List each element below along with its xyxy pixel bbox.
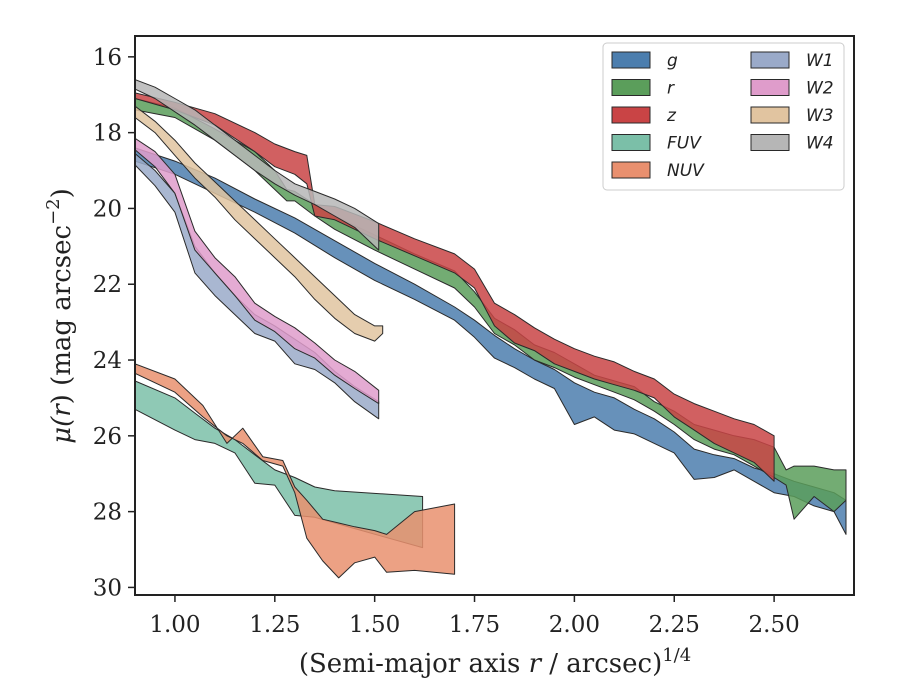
legend-swatch-w4 — [750, 134, 790, 151]
band-g — [135, 147, 847, 535]
legend-swatch-w1 — [750, 51, 790, 69]
y-tick-label: 30 — [93, 575, 122, 601]
x-tick-label: 2.00 — [549, 612, 600, 638]
x-axis-title: (Semi-major axis r / arcsec)1/4 — [299, 645, 691, 679]
legend-label-z: z — [666, 106, 677, 126]
band-nuv — [135, 363, 456, 579]
legend-swatch-w3 — [750, 106, 790, 124]
y-tick-label: 18 — [93, 121, 122, 147]
y-tick-label: 20 — [93, 196, 122, 222]
legend-label-w4: W4 — [806, 134, 834, 154]
legend-label-fuv: FUV — [667, 134, 702, 154]
legend-swatch-z — [611, 106, 651, 124]
legend-label-w2: W2 — [806, 79, 834, 99]
x-tick-label: 2.50 — [749, 612, 800, 638]
legend-swatch-r — [611, 79, 651, 96]
band-w3 — [135, 105, 384, 342]
x-tick-label: 2.25 — [649, 612, 700, 638]
legend-label-w3: W3 — [806, 106, 834, 126]
y-tick-label: 28 — [93, 500, 122, 526]
x-tick-label: 1.25 — [249, 612, 300, 638]
legend-swatch-nuv — [611, 161, 651, 179]
legend-label-nuv: NUV — [667, 161, 705, 181]
band-w2 — [135, 137, 380, 405]
legend-label-w1: W1 — [806, 51, 834, 71]
y-tick-label: 22 — [93, 272, 122, 298]
y-tick-label: 24 — [93, 348, 122, 374]
x-tick-label: 1.00 — [149, 612, 200, 638]
x-tick-label: 1.75 — [449, 612, 500, 638]
plot-frame — [134, 35, 855, 596]
legend-swatch-w2 — [750, 79, 790, 96]
legend-label-g: g — [667, 51, 678, 71]
bands-layer — [135, 79, 847, 579]
legend-swatch-fuv — [611, 134, 651, 151]
legend: grz FUV NUV W1 W2 W3 W4 — [602, 42, 845, 191]
band-w4 — [135, 79, 380, 251]
y-axis-title: μ(r) (mag arcsec−2) — [43, 188, 77, 444]
legend-label-r: r — [667, 79, 675, 99]
ticks-layer: 1.00 1.25 1.50 1.75 2.00 2.25 2.50 16 18 20 22 24 26… — [93, 45, 800, 638]
y-tick-label: 16 — [93, 45, 122, 71]
x-tick-label: 1.50 — [349, 612, 400, 638]
y-tick-label: 26 — [93, 424, 122, 450]
legend-swatch-g — [611, 51, 651, 69]
band-z — [135, 92, 775, 482]
